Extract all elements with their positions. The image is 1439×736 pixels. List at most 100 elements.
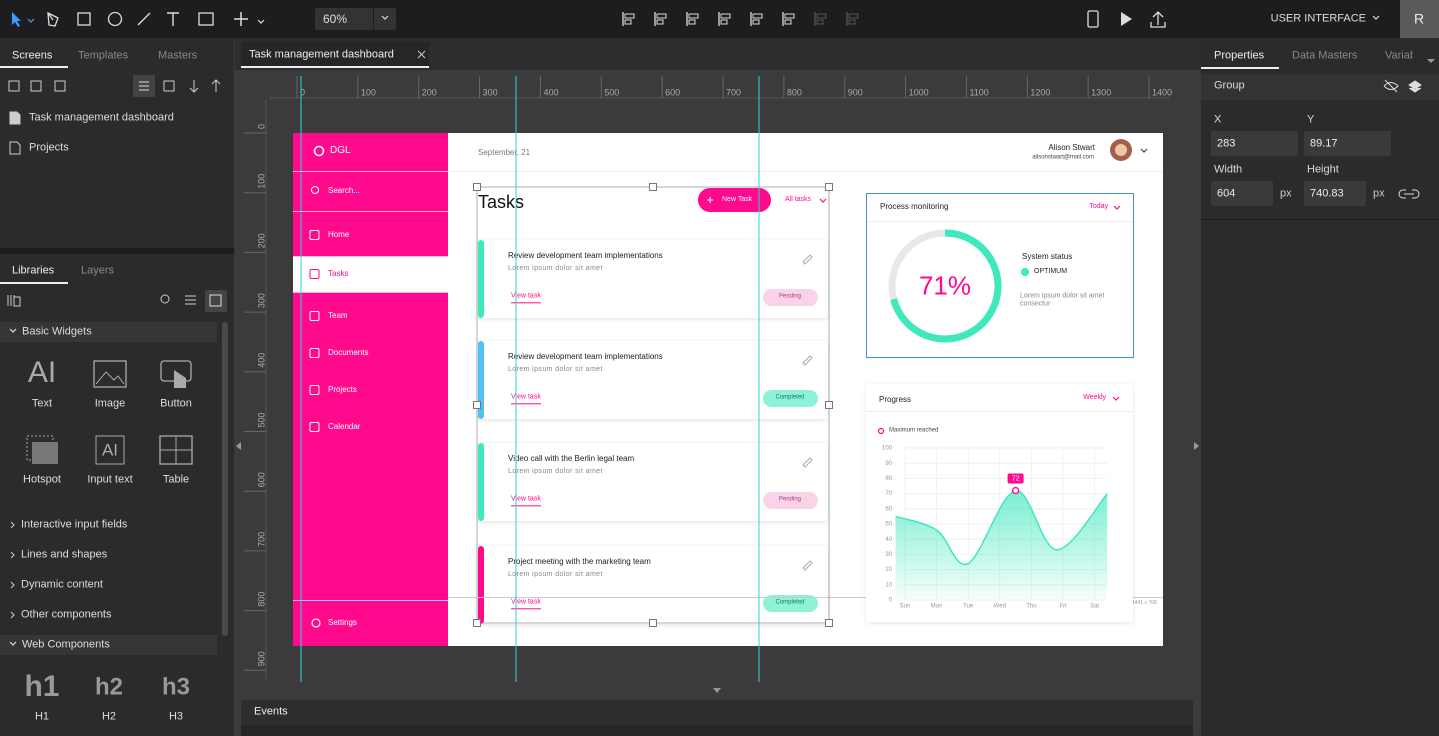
nav-item[interactable]: Calendar xyxy=(328,422,361,432)
ruler-label: 900 xyxy=(256,651,266,666)
nav-item[interactable]: Projects xyxy=(328,385,357,395)
period-select[interactable]: Today xyxy=(1089,202,1108,210)
widget-label[interactable]: H3 xyxy=(168,710,184,723)
widget-label[interactable]: Button xyxy=(160,397,192,410)
ruler-label: 0 xyxy=(300,87,305,97)
group-label: Group xyxy=(1214,79,1245,92)
document-tab[interactable] xyxy=(241,42,429,68)
status-title: System status xyxy=(1022,252,1073,262)
zoom-box[interactable] xyxy=(315,8,396,30)
events-tab[interactable]: Events xyxy=(254,705,288,718)
user-avatar[interactable] xyxy=(1400,0,1439,38)
panel-tab[interactable]: Screens xyxy=(12,49,53,62)
nav-item[interactable]: Team xyxy=(328,311,348,321)
workspace-menu[interactable]: USER INTERFACE xyxy=(1270,12,1366,25)
document-tab-title: Task management dashboard xyxy=(249,48,394,61)
panel-tab[interactable]: Data Masters xyxy=(1292,49,1358,62)
nav-active xyxy=(293,257,448,292)
nav-item[interactable]: Settings xyxy=(328,618,357,628)
tab-underline xyxy=(0,66,68,68)
task-filter[interactable]: All tasks xyxy=(785,195,812,203)
field-value: 740.83 xyxy=(1310,186,1344,199)
date-label: September, 21 xyxy=(478,148,531,158)
widget-label[interactable]: Text xyxy=(31,397,53,410)
ruler-label: 800 xyxy=(787,87,802,97)
group-item[interactable]: Other components xyxy=(21,608,112,621)
widget-label[interactable]: Image xyxy=(94,397,126,410)
ruler-label: 0 xyxy=(256,124,266,129)
widget-label[interactable]: H1 xyxy=(34,710,50,723)
panel-tab[interactable]: Libraries xyxy=(12,264,55,277)
tasks-title: Tasks xyxy=(478,192,525,213)
ruler-label: 700 xyxy=(726,87,741,97)
gauge-label: 71% xyxy=(918,270,972,301)
card-divider xyxy=(866,411,1133,412)
ruler-label: 100 xyxy=(361,87,376,97)
field-value: 604 xyxy=(1217,186,1236,199)
ruler-label: 1300 xyxy=(1091,87,1111,97)
task-link[interactable]: View task xyxy=(511,292,541,304)
search-field[interactable]: Search... xyxy=(328,186,361,196)
field-input[interactable] xyxy=(1211,181,1273,206)
tab-underline xyxy=(1201,67,1279,69)
field-label: Width xyxy=(1214,163,1243,176)
field-input[interactable] xyxy=(1304,181,1366,206)
panel-tab[interactable]: Properties xyxy=(1214,49,1265,62)
status-label: Pending xyxy=(778,496,802,503)
field-unit: px xyxy=(1280,186,1292,199)
task-link[interactable]: View task xyxy=(511,393,541,405)
panel-tab[interactable]: Variables xyxy=(1385,49,1413,62)
header-divider xyxy=(448,171,1163,172)
task-accent xyxy=(478,341,484,419)
task-link[interactable]: View task xyxy=(511,495,541,507)
ruler-label: 1400 xyxy=(1152,87,1172,97)
ruler-label: 600 xyxy=(256,472,266,487)
widget-label[interactable]: Table xyxy=(162,473,190,486)
task-subtitle: Lorem ipsum dolor sit amet xyxy=(508,264,603,272)
panel-tab[interactable]: Templates xyxy=(78,49,129,62)
panel-tab[interactable]: Layers xyxy=(81,264,115,277)
task-subtitle: Lorem ipsum dolor sit amet xyxy=(508,467,603,475)
field-input[interactable] xyxy=(1211,131,1298,156)
ruler-label: 100 xyxy=(256,174,266,189)
section-header[interactable] xyxy=(0,322,217,342)
field-unit: px xyxy=(1373,186,1385,199)
task-title: Review development team implementations xyxy=(508,352,663,362)
group-item[interactable]: Lines and shapes xyxy=(21,548,108,561)
field-value: 283 xyxy=(1217,136,1236,149)
ruler-label: 400 xyxy=(256,353,266,368)
screen-item[interactable]: Task management dashboard xyxy=(29,111,174,124)
field-input[interactable] xyxy=(1304,131,1391,156)
user-email: alisonstwart@mail.com xyxy=(1032,154,1094,161)
status-note: Lorem ipsum dolor sit amet consectur xyxy=(1020,292,1105,308)
status-label: Pending xyxy=(778,293,802,300)
section-title: Web Components xyxy=(22,638,110,651)
sidebar xyxy=(293,133,448,646)
nav-item[interactable]: Home xyxy=(328,230,350,240)
right-panel-divider xyxy=(1201,219,1439,220)
process-card[interactable] xyxy=(866,193,1134,358)
ruler-label: 800 xyxy=(256,592,266,607)
group-header xyxy=(1201,74,1439,100)
list-view-toggle[interactable] xyxy=(133,75,155,97)
nav-item[interactable]: Documents xyxy=(328,348,369,358)
group-item[interactable]: Dynamic content xyxy=(21,578,103,591)
progress-card[interactable] xyxy=(866,384,1133,622)
task-link[interactable]: View task xyxy=(511,598,541,610)
panel-tab[interactable]: Masters xyxy=(158,49,198,62)
widget-label[interactable]: H2 xyxy=(101,710,117,723)
period-select[interactable]: Weekly xyxy=(1083,393,1106,401)
task-accent xyxy=(478,443,484,521)
sidebar-separator xyxy=(293,171,448,172)
widget-label[interactable]: Input text xyxy=(87,473,133,486)
group-item[interactable]: Interactive input fields xyxy=(21,518,128,531)
grid-toggle[interactable] xyxy=(205,290,227,312)
section-header[interactable] xyxy=(0,635,217,655)
new-task-label: New Task xyxy=(722,195,753,203)
widget-label[interactable]: Hotspot xyxy=(23,473,61,486)
user-name: Alison Stwart xyxy=(1048,143,1095,153)
task-subtitle: Lorem ipsum dolor sit amet xyxy=(508,570,603,578)
screen-item[interactable]: Projects xyxy=(29,141,69,154)
field-label: Y xyxy=(1307,113,1315,126)
nav-item[interactable]: Tasks xyxy=(328,269,349,279)
